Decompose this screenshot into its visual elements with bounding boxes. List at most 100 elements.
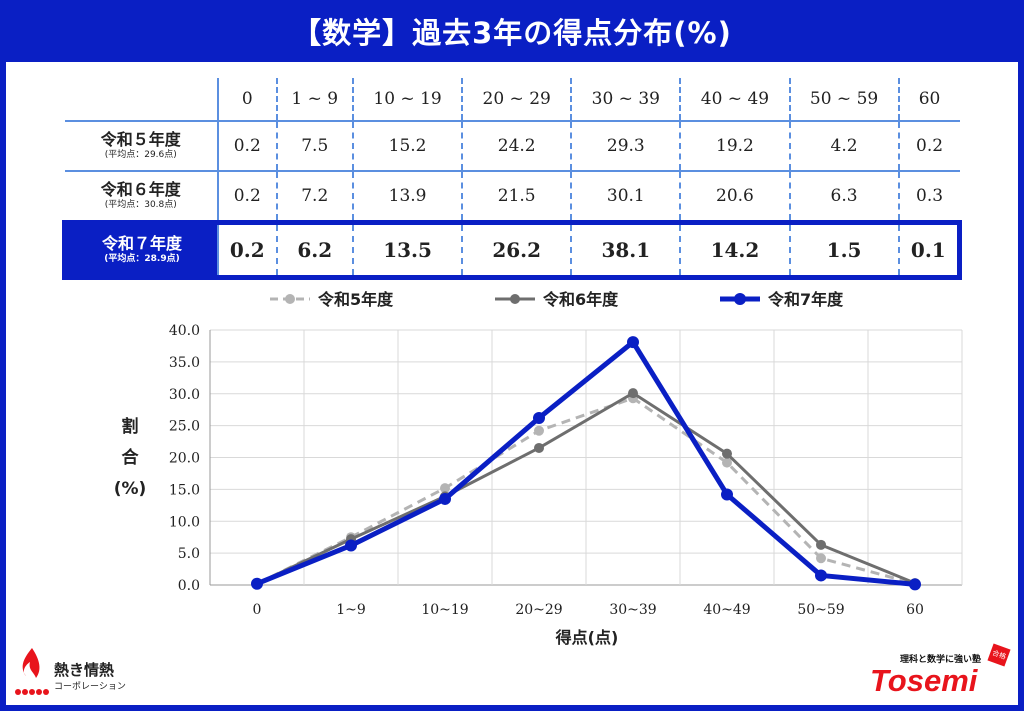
table-cell: 0.2 (218, 171, 277, 224)
data-point (909, 578, 921, 591)
table-row: 令和５年度 (平均点：29.6点) 0.2 7.5 15.2 24.2 29.3 … (64, 121, 960, 172)
row-average: (平均点：29.6点) (104, 150, 177, 161)
x-tick-label: 30~39 (609, 602, 656, 618)
row-year: 令和５年度 (100, 129, 181, 149)
x-tick-label: 10~19 (421, 602, 468, 618)
x-tick-label: 40~49 (703, 602, 750, 618)
flame-logo-icon (15, 648, 49, 695)
table-cell: 24.2 (461, 121, 572, 172)
y-axis-label-line: (%) (114, 479, 147, 499)
table-row: 令和６年度 (平均点：30.8点) 0.2 7.2 13.9 21.5 30.1 … (64, 171, 960, 224)
company-logo-main: 熱き情熱 (54, 661, 115, 679)
data-point (345, 539, 357, 552)
x-tick-label: 60 (906, 602, 924, 618)
data-point (722, 448, 732, 459)
table-cell: 21.5 (461, 171, 572, 224)
brand-tagline: 理科と数学に強い塾 (900, 655, 982, 665)
table-cell: 13.9 (351, 171, 463, 224)
table-cell: 7.2 (275, 171, 353, 224)
data-point (628, 388, 638, 399)
column-header: 50 ~ 59 (788, 78, 899, 122)
legend-label-r7: 令和7年度 (767, 290, 844, 309)
data-point (815, 569, 827, 582)
legend-label-r5: 令和5年度 (317, 290, 394, 309)
table-cell: 14.2 (679, 220, 790, 280)
series-line (256, 396, 916, 586)
y-tick-label: 35.0 (169, 355, 200, 371)
table-cell: 26.2 (461, 220, 572, 280)
data-point (534, 442, 544, 453)
table-cell: 7.5 (275, 121, 353, 172)
data-point (439, 492, 451, 505)
data-point (534, 425, 544, 436)
x-tick-label: 1~9 (336, 602, 366, 618)
table-cell: 20.6 (679, 171, 790, 224)
brand-logo: 理科と数学に強い塾 Tosemi 合格 (866, 643, 1016, 702)
y-tick-label: 25.0 (169, 419, 200, 435)
table-cell: 38.1 (570, 220, 681, 280)
distribution-table: 0 1 ~ 9 10 ~ 19 20 ~ 29 30 ~ 39 40 ~ 49 … (62, 78, 962, 280)
legend-marker-r6 (510, 294, 520, 304)
column-header: 30 ~ 39 (570, 78, 681, 122)
table-cell: 0.2 (897, 121, 960, 172)
table-cell: 30.1 (570, 171, 681, 224)
y-tick-label: 15.0 (169, 482, 200, 498)
company-logo: 熱き情熱 コーポレーション (14, 644, 154, 699)
column-header: 60 (897, 78, 960, 122)
y-axis-ticks: 0.0 5.0 10.0 15.0 20.0 25.0 30.0 35.0 40.0 (169, 323, 200, 594)
column-header: 40 ~ 49 (679, 78, 790, 122)
x-tick-label: 50~59 (797, 602, 844, 618)
legend-marker-r5 (285, 294, 295, 304)
y-tick-label: 40.0 (169, 323, 200, 339)
table-cell: 0.2 (218, 121, 277, 172)
table-cell: 6.2 (275, 220, 353, 280)
table-header-row: 0 1 ~ 9 10 ~ 19 20 ~ 29 30 ~ 39 40 ~ 49 … (64, 78, 960, 122)
table-row-highlighted: 令和７年度 (平均点：28.9点) 0.2 6.2 13.5 26.2 38.1 … (62, 220, 962, 280)
row-year: 令和６年度 (100, 179, 181, 199)
data-point (251, 577, 263, 590)
company-logo-sub: コーポレーション (54, 682, 126, 692)
data-point (533, 411, 545, 424)
row-year: 令和７年度 (101, 233, 182, 253)
data-point (440, 483, 450, 494)
x-axis-label: 得点(点) (555, 628, 619, 647)
row-average: (平均点：28.9点) (104, 254, 180, 265)
x-tick-label: 20~29 (515, 602, 562, 618)
brand-name: Tosemi (870, 663, 978, 698)
table-cell: 19.2 (679, 121, 790, 172)
legend-label-r6: 令和6年度 (542, 290, 619, 309)
data-point (816, 553, 826, 564)
y-axis-label: 割 合 (%) (114, 416, 147, 499)
table-cell: 0.2 (218, 220, 277, 280)
table-cell: 15.2 (351, 121, 463, 172)
table-cell: 13.5 (351, 220, 463, 280)
table-cell: 0.3 (897, 171, 960, 224)
row-header: 令和６年度 (平均点：30.8点) (64, 171, 219, 224)
table-cell: 0.1 (897, 220, 962, 280)
y-axis-label-line: 割 (122, 416, 139, 437)
x-tick-label: 0 (253, 602, 262, 618)
column-header: 0 (218, 78, 277, 122)
data-point (816, 539, 826, 550)
table-cell: 6.3 (788, 171, 899, 224)
row-header: 令和７年度 (平均点：28.9点) (62, 220, 219, 280)
row-average: (平均点：30.8点) (104, 200, 177, 211)
series-3 (251, 336, 921, 591)
y-tick-label: 5.0 (178, 546, 200, 562)
data-point (721, 488, 733, 501)
page-title: 【数学】過去3年の得点分布(%) (0, 0, 1024, 62)
table-cell: 4.2 (788, 121, 899, 172)
data-point (722, 457, 732, 468)
y-axis-label-line: 合 (122, 447, 140, 468)
y-tick-label: 20.0 (169, 451, 200, 467)
y-tick-label: 10.0 (169, 514, 200, 530)
series-lines (251, 336, 921, 591)
x-axis-ticks: 0 1~9 10~19 20~29 30~39 40~49 50~59 60 (253, 602, 924, 618)
legend: 令和5年度 令和6年度 令和7年度 (270, 290, 844, 309)
table-cell: 29.3 (570, 121, 681, 172)
y-tick-label: 30.0 (169, 387, 200, 403)
grid (209, 329, 963, 586)
line-chart: 令和5年度 令和6年度 令和7年度 0.0 5.0 10.0 15.0 20.0 25.0… (114, 290, 963, 647)
legend-marker-r7 (734, 293, 746, 305)
